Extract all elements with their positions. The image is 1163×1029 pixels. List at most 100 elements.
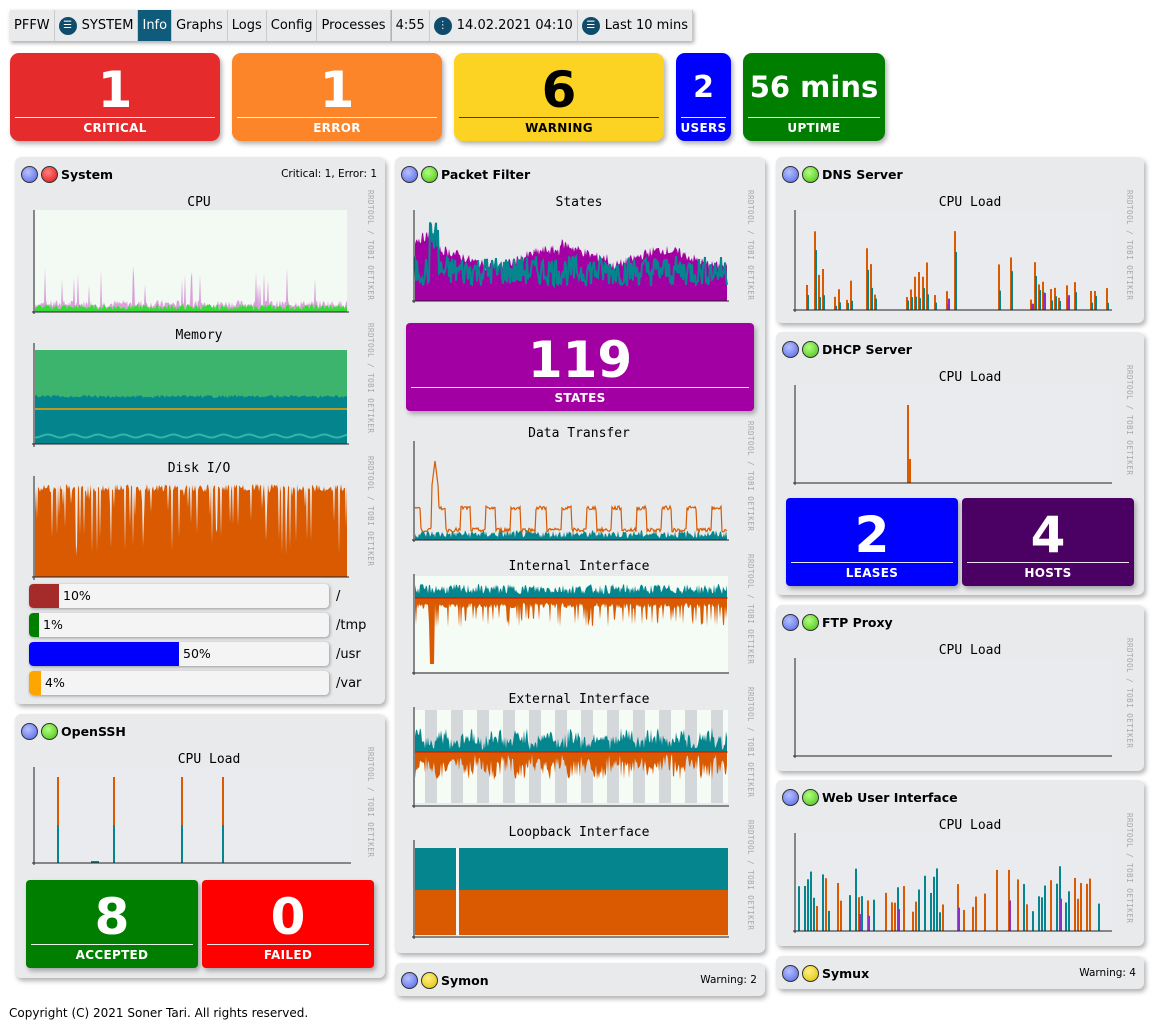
datetime-button[interactable]: ⋮ 14.02.2021 04:10 [430, 10, 578, 41]
uptime-tile[interactable]: 56 mins UPTIME [743, 53, 885, 141]
diskio-graph [32, 476, 349, 580]
data-transfer-chart[interactable]: Data Transfer [409, 426, 749, 546]
diskio-chart[interactable]: Disk I/O [29, 461, 369, 581]
rrd-credit: RRDTOOL / TOBI OETIKER [1125, 638, 1134, 749]
hosts-tile[interactable]: 4 HOSTS [962, 498, 1134, 586]
pf-panel-header[interactable]: Packet Filter [401, 164, 530, 184]
disk-usage-percent: 4% [45, 675, 65, 690]
tab-config[interactable]: Config [267, 10, 318, 41]
tab-graphs[interactable]: Graphs [172, 10, 228, 41]
ftp-panel: FTP Proxy CPU Load RRDTOOL / TOBI OETIKE… [776, 605, 1144, 771]
failed-tile[interactable]: 0 FAILED [202, 880, 374, 968]
tab-info[interactable]: Info [138, 10, 173, 41]
webui-cpu-chart[interactable]: CPU Load [790, 818, 1130, 938]
status-led-icon [401, 971, 418, 989]
rrd-credit: RRDTOOL / TOBI OETIKER [366, 456, 375, 567]
disk-usage-percent: 1% [43, 617, 63, 632]
top-menu-bar: PFFW ☰ SYSTEM Info Graphs Logs Config Pr… [10, 10, 693, 41]
openssh-cpu-chart[interactable]: CPU Load [29, 752, 369, 867]
dns-cpu-graph [793, 210, 1112, 312]
app-name[interactable]: PFFW [10, 10, 55, 41]
clock-icon: ⋮ [433, 16, 452, 35]
symon-panel-header[interactable]: Symon [401, 970, 489, 990]
ftp-panel-header[interactable]: FTP Proxy [782, 612, 893, 632]
disk-usage-percent: 10% [63, 588, 91, 603]
panel-title: DNS Server [822, 166, 903, 182]
accepted-tile[interactable]: 8 ACCEPTED [26, 880, 198, 968]
hosts-count: 4 [1030, 506, 1066, 564]
system-panel-header[interactable]: System [21, 164, 113, 184]
disk-usage-bar[interactable]: 1% [29, 613, 329, 637]
states-label: STATES [554, 391, 606, 405]
period-button[interactable]: ☰ Last 10 mins [578, 10, 693, 41]
mount-point: /tmp [336, 618, 367, 633]
error-count: 1 [319, 61, 355, 119]
symon-panel: Symon Warning: 2 [395, 963, 765, 996]
rrd-credit: RRDTOOL / TOBI OETIKER [746, 687, 755, 798]
symux-panel: Symux Warning: 4 [776, 956, 1144, 989]
cpu-graph [32, 210, 349, 314]
warning-label: WARNING [525, 121, 593, 135]
states-count: 119 [527, 331, 633, 389]
states-graph [412, 210, 729, 303]
leases-count: 2 [854, 506, 890, 564]
dhcp-cpu-chart[interactable]: CPU Load [790, 370, 1130, 490]
disk-usage-bar[interactable]: 4% [29, 671, 329, 695]
loopback-interface-graph [412, 840, 729, 939]
rrd-credit: RRDTOOL / TOBI OETIKER [1125, 813, 1134, 924]
panel-title: DHCP Server [822, 341, 912, 357]
cpu-chart[interactable]: CPU [29, 195, 369, 315]
menu-icon: ☰ [58, 16, 77, 35]
memory-graph [32, 343, 349, 447]
rrd-credit: RRDTOOL / TOBI OETIKER [366, 323, 375, 434]
chart-title: CPU Load [938, 643, 1002, 658]
system-menu-button[interactable]: ☰ SYSTEM [55, 10, 139, 41]
disk-usage-bar[interactable]: 50% [29, 642, 329, 666]
dhcp-panel: DHCP Server CPU Load RRDTOOL / TOBI OETI… [776, 332, 1144, 595]
status-led-icon [802, 964, 819, 982]
openssh-panel-header[interactable]: OpenSSH [21, 721, 126, 741]
webui-panel-header[interactable]: Web User Interface [782, 787, 958, 807]
internal-interface-chart[interactable]: Internal Interface [409, 559, 749, 679]
warning-tile[interactable]: 6 WARNING [454, 53, 664, 141]
mount-point: /usr [336, 647, 361, 662]
error-tile[interactable]: 1 ERROR [232, 53, 442, 141]
webui-panel: Web User Interface CPU Load RRDTOOL / TO… [776, 780, 1144, 946]
panel-title: Symux [822, 965, 870, 981]
disk-usage-bar[interactable]: 10% [29, 584, 329, 608]
uptime-value: 56 mins [749, 70, 879, 104]
dns-cpu-chart[interactable]: CPU Load [790, 195, 1130, 315]
panel-title: FTP Proxy [822, 614, 893, 630]
states-chart[interactable]: States [409, 195, 749, 305]
panel-status: Warning: 4 [1079, 967, 1136, 979]
dns-panel-header[interactable]: DNS Server [782, 164, 903, 184]
memory-chart[interactable]: Memory [29, 328, 369, 448]
dhcp-panel-header[interactable]: DHCP Server [782, 339, 912, 359]
list-icon: ☰ [581, 16, 600, 35]
symux-panel-header[interactable]: Symux [782, 963, 869, 983]
loopback-interface-chart[interactable]: Loopback Interface [409, 825, 749, 945]
dhcp-cpu-graph [793, 385, 1112, 485]
tab-logs[interactable]: Logs [228, 10, 267, 41]
warning-count: 6 [541, 61, 577, 119]
panel-title: OpenSSH [61, 723, 126, 739]
rrd-credit: RRDTOOL / TOBI OETIKER [746, 421, 755, 532]
tab-processes[interactable]: Processes [317, 10, 391, 41]
leases-tile[interactable]: 2 LEASES [786, 498, 958, 586]
status-led-icon [21, 722, 38, 740]
status-led-icon [21, 165, 38, 183]
status-led-icon [802, 613, 819, 631]
rrd-credit: RRDTOOL / TOBI OETIKER [366, 747, 375, 858]
users-tile[interactable]: 2 USERS [676, 53, 731, 141]
external-interface-chart[interactable]: External Interface [409, 692, 749, 812]
critical-label: CRITICAL [83, 121, 147, 135]
states-tile[interactable]: 119 STATES [406, 323, 754, 411]
critical-tile[interactable]: 1 CRITICAL [10, 53, 220, 141]
openssh-cpu-graph [32, 767, 351, 865]
chart-title: Internal Interface [508, 559, 650, 574]
internal-interface-graph [412, 574, 729, 675]
status-led-icon [802, 788, 819, 806]
chart-title: CPU Load [938, 818, 1002, 833]
uptime-label: UPTIME [787, 121, 841, 135]
ftp-cpu-chart[interactable]: CPU Load [790, 643, 1130, 763]
